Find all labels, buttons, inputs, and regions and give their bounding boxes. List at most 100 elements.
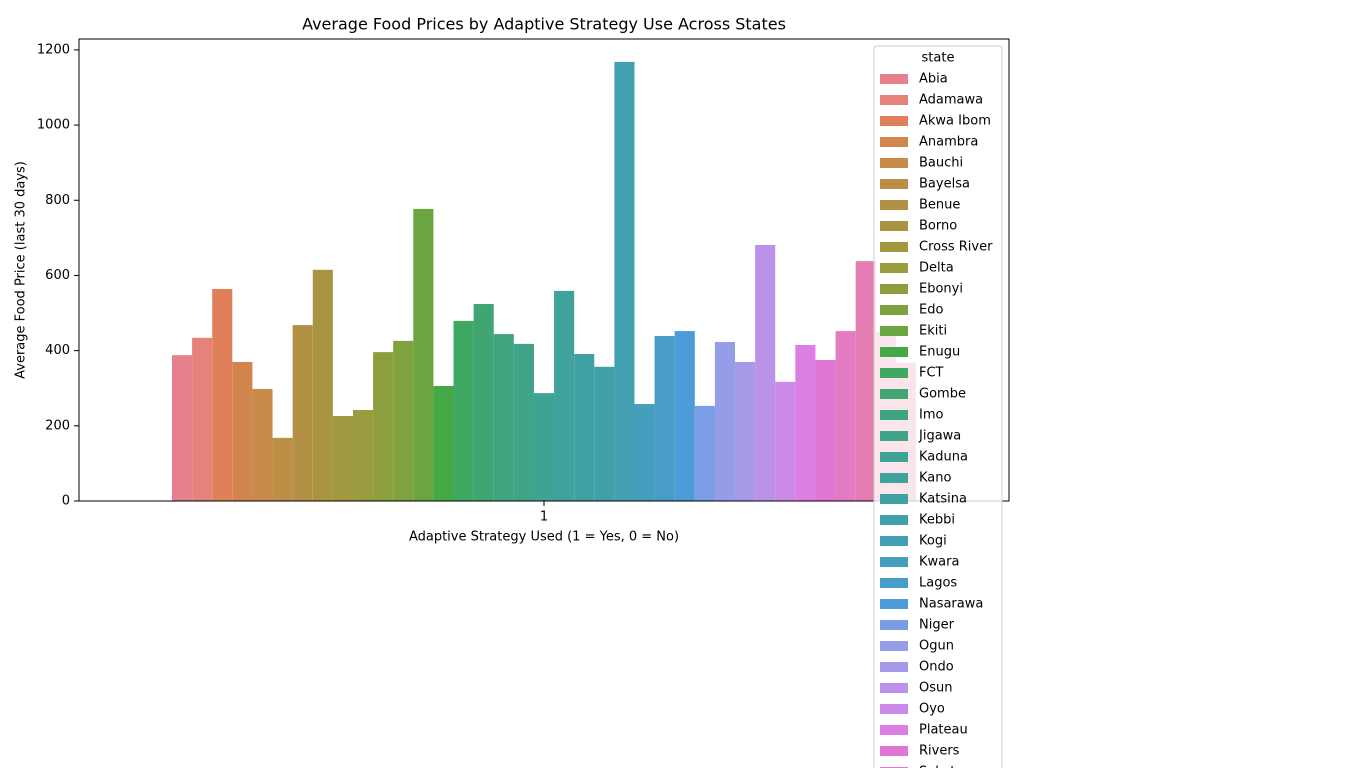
- legend-label: Cross River: [919, 240, 993, 255]
- legend-label: Lagos: [919, 576, 957, 591]
- bar: [674, 331, 695, 501]
- legend-label: Kaduna: [919, 450, 968, 465]
- legend-label: Abia: [919, 72, 948, 87]
- bar: [775, 381, 796, 501]
- y-tick-label: 1200: [37, 42, 70, 57]
- legend-swatch: [880, 704, 908, 714]
- x-axis-label: Adaptive Strategy Used (1 = Yes, 0 = No): [409, 530, 679, 545]
- legend-label: Rivers: [919, 744, 960, 759]
- legend-swatch: [880, 389, 908, 399]
- bar: [594, 366, 615, 501]
- y-tick-label: 400: [45, 343, 70, 358]
- legend-label: Osun: [919, 681, 952, 696]
- legend-label: Katsina: [919, 492, 967, 507]
- legend-label: FCT: [919, 366, 944, 381]
- y-tick-label: 0: [62, 494, 70, 509]
- legend-swatch: [880, 116, 908, 126]
- legend-label: Ondo: [919, 660, 954, 675]
- legend-label: Benue: [919, 198, 960, 213]
- bar: [533, 393, 555, 501]
- legend-label: Kebbi: [919, 513, 955, 528]
- legend-swatch: [880, 200, 908, 210]
- bar: [513, 343, 534, 501]
- bar: [212, 288, 233, 501]
- legend-swatch: [880, 95, 908, 105]
- bar: [232, 361, 253, 501]
- y-tick-label: 800: [45, 193, 70, 208]
- bar: [272, 437, 293, 501]
- bar: [393, 340, 414, 501]
- bar: [433, 385, 454, 501]
- legend-label: Anambra: [919, 135, 978, 150]
- legend-label: Imo: [919, 408, 943, 423]
- legend-label: Borno: [919, 219, 957, 234]
- legend-swatch: [880, 221, 908, 231]
- bar: [614, 61, 635, 501]
- legend-swatch: [880, 284, 908, 294]
- legend-swatch: [880, 74, 908, 84]
- legend-swatch: [880, 137, 908, 147]
- legend-swatch: [880, 557, 908, 567]
- legend-label: Kwara: [919, 555, 959, 570]
- legend-swatch: [880, 662, 908, 672]
- legend-swatch: [880, 431, 908, 441]
- legend-label: Akwa Ibom: [919, 114, 991, 129]
- legend-label: Edo: [919, 303, 943, 318]
- legend-swatch: [880, 473, 908, 483]
- legend-swatch: [880, 263, 908, 273]
- plot-frame: [78, 38, 1010, 502]
- legend-label: Sokoto: [919, 765, 963, 768]
- bar: [413, 208, 434, 501]
- bar: [554, 290, 575, 501]
- bar: [172, 355, 193, 501]
- legend-label: Niger: [919, 618, 955, 633]
- legend-label: Delta: [919, 261, 954, 276]
- legend-swatch: [880, 305, 908, 315]
- bar: [634, 404, 655, 501]
- legend-swatch: [880, 746, 908, 756]
- legend-label: Adamawa: [919, 93, 983, 108]
- legend-label: Kano: [919, 471, 952, 486]
- legend-swatch: [880, 326, 908, 336]
- bar: [714, 341, 736, 501]
- legend-label: Jigawa: [918, 429, 961, 444]
- legend-swatch: [880, 179, 908, 189]
- bar: [252, 388, 273, 501]
- legend-label: Gombe: [919, 387, 966, 402]
- legend-swatch: [880, 494, 908, 504]
- y-tick-label: 1000: [37, 118, 70, 133]
- bar: [292, 325, 313, 501]
- legend-swatch: [880, 620, 908, 630]
- legend-label: Kogi: [919, 534, 947, 549]
- bar: [352, 410, 374, 501]
- legend-swatch: [880, 536, 908, 546]
- legend-swatch: [880, 347, 908, 357]
- bar: [453, 320, 474, 501]
- legend-label: Ebonyi: [919, 282, 963, 297]
- legend-swatch: [880, 578, 908, 588]
- legend-label: Ekiti: [919, 324, 947, 339]
- y-tick-label: 200: [45, 418, 70, 433]
- bar: [815, 360, 836, 501]
- bar: [795, 344, 816, 501]
- legend-swatch: [880, 683, 908, 693]
- bar: [312, 269, 333, 501]
- bar: [493, 334, 514, 501]
- bar: [473, 304, 494, 501]
- x-tick-label: 1: [540, 510, 548, 525]
- bar: [835, 331, 856, 501]
- legend-label: Plateau: [919, 723, 968, 738]
- legend-label: Bauchi: [919, 156, 963, 171]
- bar: [755, 245, 776, 501]
- legend-swatch: [880, 515, 908, 525]
- y-axis-label: Average Food Price (last 30 days): [14, 161, 29, 379]
- legend-label: Ogun: [919, 639, 954, 654]
- bar: [373, 352, 394, 501]
- legend-swatch: [880, 725, 908, 735]
- legend-label: Nasarawa: [919, 597, 983, 612]
- bar: [574, 354, 595, 501]
- legend-swatch: [880, 158, 908, 168]
- bar: [192, 337, 213, 501]
- legend-title: state: [922, 51, 955, 66]
